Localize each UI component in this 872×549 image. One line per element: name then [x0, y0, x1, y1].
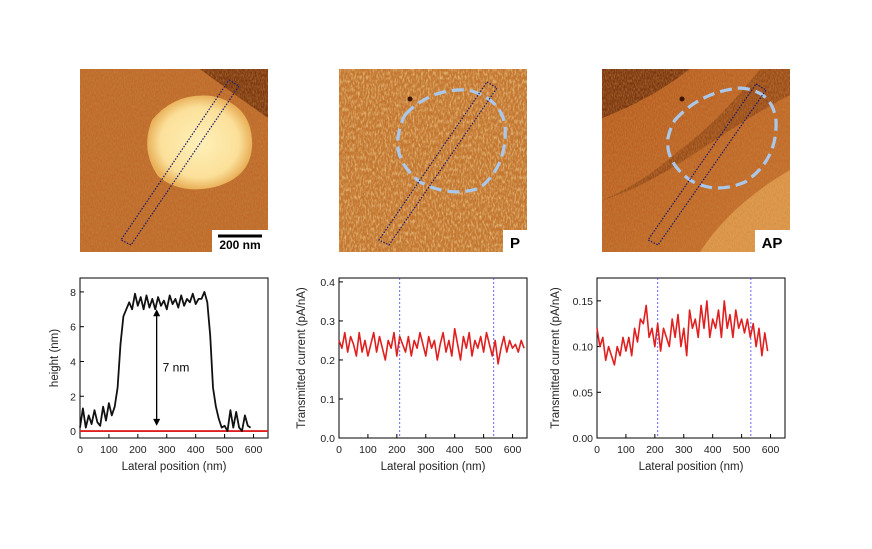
y-ticks: 0.0 0.1 0.2 0.3 0.4	[320, 277, 343, 445]
x-tick-label: 400	[446, 444, 464, 456]
series-lines	[338, 327, 525, 365]
y-tick-label: 0.0	[320, 433, 335, 445]
y-tick-label: 0.2	[320, 355, 335, 367]
y-tick-label: 6	[70, 322, 76, 334]
y-tick-label: 0.15	[573, 296, 594, 308]
series-lines	[79, 290, 252, 432]
series-lines	[596, 300, 769, 366]
annotation-arrow-head-top	[153, 309, 161, 317]
dashed-oval	[666, 86, 778, 190]
marker-lines	[657, 278, 752, 438]
x-ticks: 0 100 200 300 400 500 600	[594, 434, 779, 456]
image-label-background	[503, 230, 527, 252]
x-tick-label: 500	[475, 444, 493, 456]
current-profile-plot-p: 0.0 0.1 0.2 0.3 0.4 0 100 200 300 400 500 600 Late…	[296, 277, 528, 473]
afm-antiparallel-defect	[679, 96, 685, 102]
y-ticks: 0 2 4 6 8	[70, 287, 84, 438]
plot-frame	[79, 277, 269, 439]
x-tick-label: 600	[762, 444, 780, 456]
y-tick-label: 0.05	[573, 387, 594, 399]
y-tick-label: 0.1	[320, 394, 335, 406]
x-axis-label: Lateral position (nm)	[122, 461, 227, 473]
x-tick-label: 200	[646, 444, 664, 456]
x-ticks: 0 100 200 300 400 500 600	[77, 434, 262, 456]
x-tick-label: 100	[100, 444, 118, 456]
image-label-background	[755, 230, 790, 252]
marker-lines	[399, 278, 495, 438]
x-tick-label: 300	[675, 444, 693, 456]
image-label-ap: AP	[762, 235, 783, 252]
height-annotation: 7 nm	[153, 309, 189, 426]
plot-frame	[596, 277, 786, 439]
y-tick-label: 0	[70, 426, 76, 438]
x-axis-label: Lateral position (nm)	[381, 461, 486, 473]
y-axis-label: height (nm)	[49, 329, 61, 387]
x-tick-label: 500	[216, 444, 234, 456]
x-tick-label: 0	[336, 444, 342, 456]
scale-bar-label: 200 nm	[219, 238, 260, 252]
y-tick-label: 8	[70, 287, 76, 299]
x-tick-label: 200	[388, 444, 406, 456]
x-tick-label: 300	[417, 444, 435, 456]
y-tick-label: 0.4	[320, 277, 335, 289]
x-tick-label: 0	[77, 444, 83, 456]
x-axis-label: Lateral position (nm)	[639, 461, 744, 473]
x-tick-label: 100	[617, 444, 635, 456]
x-tick-label: 100	[359, 444, 377, 456]
y-axis-label: Transmitted current (pA/nA)	[550, 287, 562, 429]
x-tick-label: 400	[187, 444, 205, 456]
y-tick-label: 0.00	[573, 433, 594, 445]
current-profile-plot-ap: 0.00 0.05 0.10 0.15 0 100 200 300 400 500 600 Lat…	[550, 277, 786, 473]
y-tick-label: 2	[70, 391, 76, 403]
scan-box	[378, 81, 498, 246]
afm-antiparallel-image: AP	[602, 69, 790, 252]
y-tick-label: 0.3	[320, 316, 335, 328]
afm-parallel-defect	[407, 96, 413, 102]
x-tick-label: 0	[594, 444, 600, 456]
x-tick-label: 200	[129, 444, 147, 456]
series-line-P	[338, 327, 525, 365]
afm-height-island	[147, 95, 253, 190]
series-line-AP	[596, 300, 769, 366]
height-profile-plot: 0 2 4 6 8 0 100 200 300 400 500 600 7 nm Lateral p…	[49, 277, 269, 473]
annotation-label: 7 nm	[163, 361, 190, 375]
x-ticks: 0 100 200 300 400 500 600	[336, 434, 521, 456]
image-label-p: P	[510, 235, 520, 252]
y-tick-label: 4	[70, 356, 76, 368]
dashed-oval	[396, 88, 507, 194]
y-tick-label: 0.10	[573, 342, 594, 354]
annotation-arrow-head-bottom	[153, 418, 161, 426]
x-tick-label: 500	[733, 444, 751, 456]
afm-antiparallel-texture	[602, 69, 790, 252]
x-tick-label: 600	[245, 444, 263, 456]
y-axis-label: Transmitted current (pA/nA)	[296, 287, 308, 429]
x-tick-label: 400	[704, 444, 722, 456]
afm-parallel-image: P	[339, 69, 527, 252]
plot-frame	[338, 277, 528, 439]
series-line-height	[79, 290, 252, 432]
x-tick-label: 300	[158, 444, 176, 456]
scan-box	[120, 79, 240, 246]
afm-height-image: 200 nm	[80, 69, 268, 252]
x-tick-label: 600	[504, 444, 522, 456]
y-ticks: 0.00 0.05 0.10 0.15	[573, 296, 601, 445]
